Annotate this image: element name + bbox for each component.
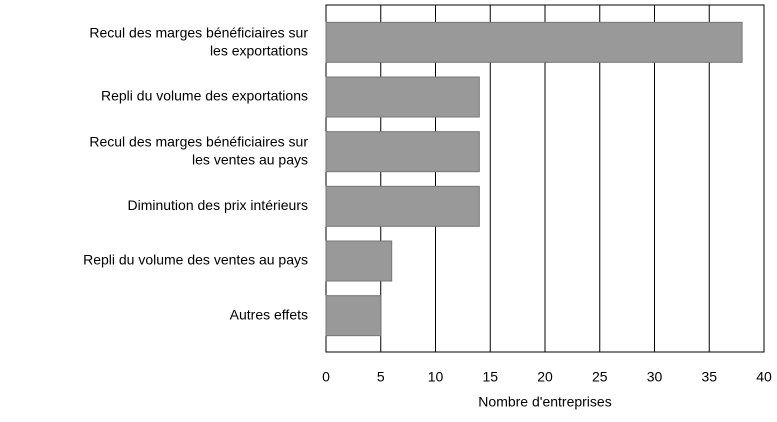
y-tick-label: Repli du volume des ventes au pays xyxy=(83,252,308,268)
x-axis-label: Nombre d'entreprises xyxy=(478,394,611,410)
y-tick-label: Autres effets xyxy=(230,306,308,322)
y-tick-label: Recul des marges bénéficiaires sur les ve… xyxy=(89,133,308,167)
x-tick-label: 35 xyxy=(701,369,717,385)
x-tick-label: 15 xyxy=(482,369,498,385)
plot-border xyxy=(325,4,765,353)
bar xyxy=(325,76,480,118)
x-tick-label: 0 xyxy=(322,369,330,385)
y-tick-label: Repli du volume des exportations xyxy=(101,88,308,104)
bar xyxy=(325,131,480,173)
bar xyxy=(325,185,480,227)
bar xyxy=(325,295,382,337)
bar xyxy=(325,240,393,282)
x-tick-label: 5 xyxy=(377,369,385,385)
bar xyxy=(325,21,743,63)
x-tick-label: 40 xyxy=(756,369,772,385)
x-tick-label: 25 xyxy=(592,369,608,385)
x-tick-label: 20 xyxy=(537,369,553,385)
x-tick-label: 30 xyxy=(647,369,663,385)
y-tick-label: Recul des marges bénéficiaires sur les ex… xyxy=(89,24,308,58)
y-tick-label: Diminution des prix intérieurs xyxy=(127,197,308,213)
x-tick-label: 10 xyxy=(428,369,444,385)
